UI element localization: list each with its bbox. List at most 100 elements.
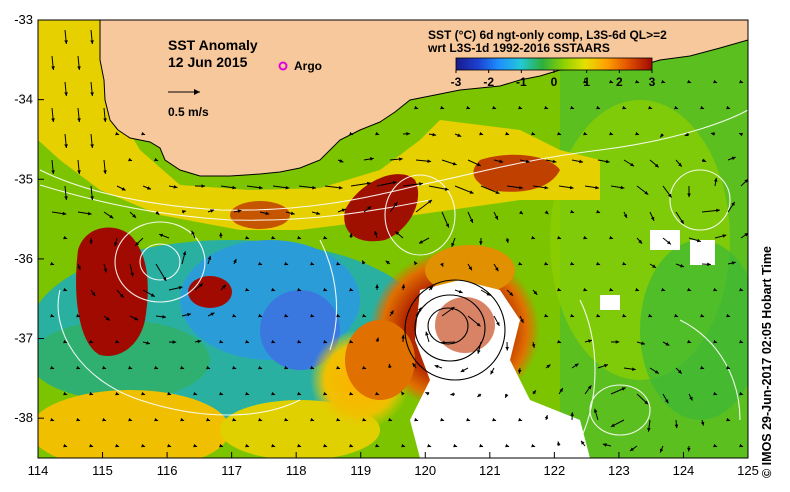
current-arrow-icon xyxy=(297,287,302,292)
current-arrow-icon xyxy=(337,208,346,213)
current-arrow-icon xyxy=(727,156,736,161)
current-arrow-icon xyxy=(245,287,250,292)
current-arrow-icon xyxy=(206,365,211,370)
current-arrow-icon xyxy=(116,185,126,191)
current-arrow-icon xyxy=(219,339,224,344)
current-arrow-icon xyxy=(450,392,456,396)
current-arrow-icon xyxy=(50,365,55,370)
current-arrow-icon xyxy=(245,443,250,448)
current-arrow-icon xyxy=(141,131,146,136)
colorbar-tick-label: 3 xyxy=(649,75,656,89)
colorbar-tick-label: 2 xyxy=(616,75,623,89)
current-arrow-icon xyxy=(740,232,748,239)
current-arrow-icon xyxy=(519,210,524,215)
current-arrow-icon xyxy=(51,211,67,216)
current-arrow-icon xyxy=(544,414,549,421)
current-arrow-icon xyxy=(583,131,588,136)
current-arrow-icon xyxy=(142,341,151,345)
y-tick-label: -37 xyxy=(14,331,33,346)
current-arrow-icon xyxy=(89,443,94,448)
current-arrow-icon xyxy=(493,211,499,221)
current-arrow-icon xyxy=(103,159,107,175)
current-arrow-icon xyxy=(154,365,159,370)
current-arrow-icon xyxy=(467,315,481,327)
current-arrow-icon xyxy=(545,159,557,164)
current-arrow-icon xyxy=(609,79,614,84)
current-arrow-icon xyxy=(77,107,81,123)
current-arrow-icon xyxy=(636,393,649,405)
current-arrow-icon xyxy=(518,105,523,110)
current-arrow-icon xyxy=(77,263,81,270)
current-arrow-icon xyxy=(349,339,354,344)
current-arrow-icon xyxy=(636,185,649,196)
current-arrow-icon xyxy=(441,159,457,166)
current-arrow-icon xyxy=(571,363,579,369)
current-arrow-icon xyxy=(739,339,744,344)
x-tick-label: 125 xyxy=(737,463,759,478)
sst-field xyxy=(38,20,748,458)
current-arrow-icon xyxy=(297,235,302,240)
current-arrow-icon xyxy=(77,159,81,175)
current-arrow-icon xyxy=(76,365,81,370)
current-arrow-icon xyxy=(726,105,731,110)
current-arrow-icon xyxy=(220,185,237,190)
current-arrow-icon xyxy=(64,81,68,97)
current-arrow-icon xyxy=(349,287,354,292)
current-arrow-icon xyxy=(557,441,561,447)
current-arrow-icon xyxy=(479,237,483,245)
current-arrow-icon xyxy=(232,365,237,370)
current-arrow-icon xyxy=(233,209,242,213)
current-arrow-icon xyxy=(544,261,549,266)
colorbar: SST (°C) 6d ngt-only comp, L3S-6d QL>=2 … xyxy=(427,28,667,89)
current-arrow-icon xyxy=(714,234,727,239)
current-arrow-icon xyxy=(363,157,374,161)
current-arrow-icon xyxy=(428,185,449,191)
map-title: SST Anomaly xyxy=(168,37,258,53)
current-arrow-icon xyxy=(102,417,107,422)
current-arrow-icon xyxy=(460,367,469,373)
current-arrow-icon xyxy=(193,391,198,396)
current-arrow-icon xyxy=(570,105,575,110)
current-arrow-icon xyxy=(467,159,482,167)
current-arrow-icon xyxy=(141,443,146,448)
current-arrow-icon xyxy=(454,133,462,137)
current-arrow-icon xyxy=(401,284,406,291)
current-arrow-icon xyxy=(428,132,437,137)
current-arrow-icon xyxy=(635,131,640,136)
current-arrow-icon xyxy=(64,185,68,201)
current-arrow-icon xyxy=(687,445,691,452)
current-arrow-icon xyxy=(434,364,443,369)
current-arrow-icon xyxy=(659,133,664,138)
current-arrow-icon xyxy=(158,233,170,239)
current-arrow-icon xyxy=(323,339,328,344)
current-arrow-icon xyxy=(738,132,744,137)
current-arrow-icon xyxy=(285,211,295,216)
current-arrow-icon xyxy=(623,159,635,167)
y-axis: -33 -34 -35 -36 -37 -38 xyxy=(14,12,44,425)
current-arrow-icon xyxy=(687,287,692,292)
current-arrow-icon xyxy=(584,339,593,343)
current-arrow-icon xyxy=(63,287,68,292)
current-arrow-icon xyxy=(466,417,471,422)
current-arrow-icon xyxy=(51,55,55,71)
argo-label: Argo xyxy=(294,59,322,73)
current-arrow-icon xyxy=(310,261,315,266)
current-arrow-icon xyxy=(454,185,474,194)
current-arrow-icon xyxy=(271,235,276,240)
current-arrow-icon xyxy=(258,365,263,370)
current-arrow-icon xyxy=(583,287,588,292)
current-arrow-icon xyxy=(271,391,276,396)
current-arrow-icon xyxy=(412,362,417,369)
current-arrow-icon xyxy=(415,307,422,317)
current-arrow-icon xyxy=(323,391,328,396)
current-arrow-icon xyxy=(739,287,744,292)
current-arrow-icon xyxy=(142,289,156,298)
map-date: 12 Jun 2015 xyxy=(168,54,248,70)
current-arrow-icon xyxy=(662,341,670,346)
current-arrow-icon xyxy=(324,185,343,190)
current-arrow-icon xyxy=(647,419,651,432)
current-arrow-icon xyxy=(271,287,276,292)
x-tick-label: 123 xyxy=(608,463,630,478)
current-arrow-icon xyxy=(376,180,397,187)
current-arrow-icon xyxy=(129,315,139,321)
